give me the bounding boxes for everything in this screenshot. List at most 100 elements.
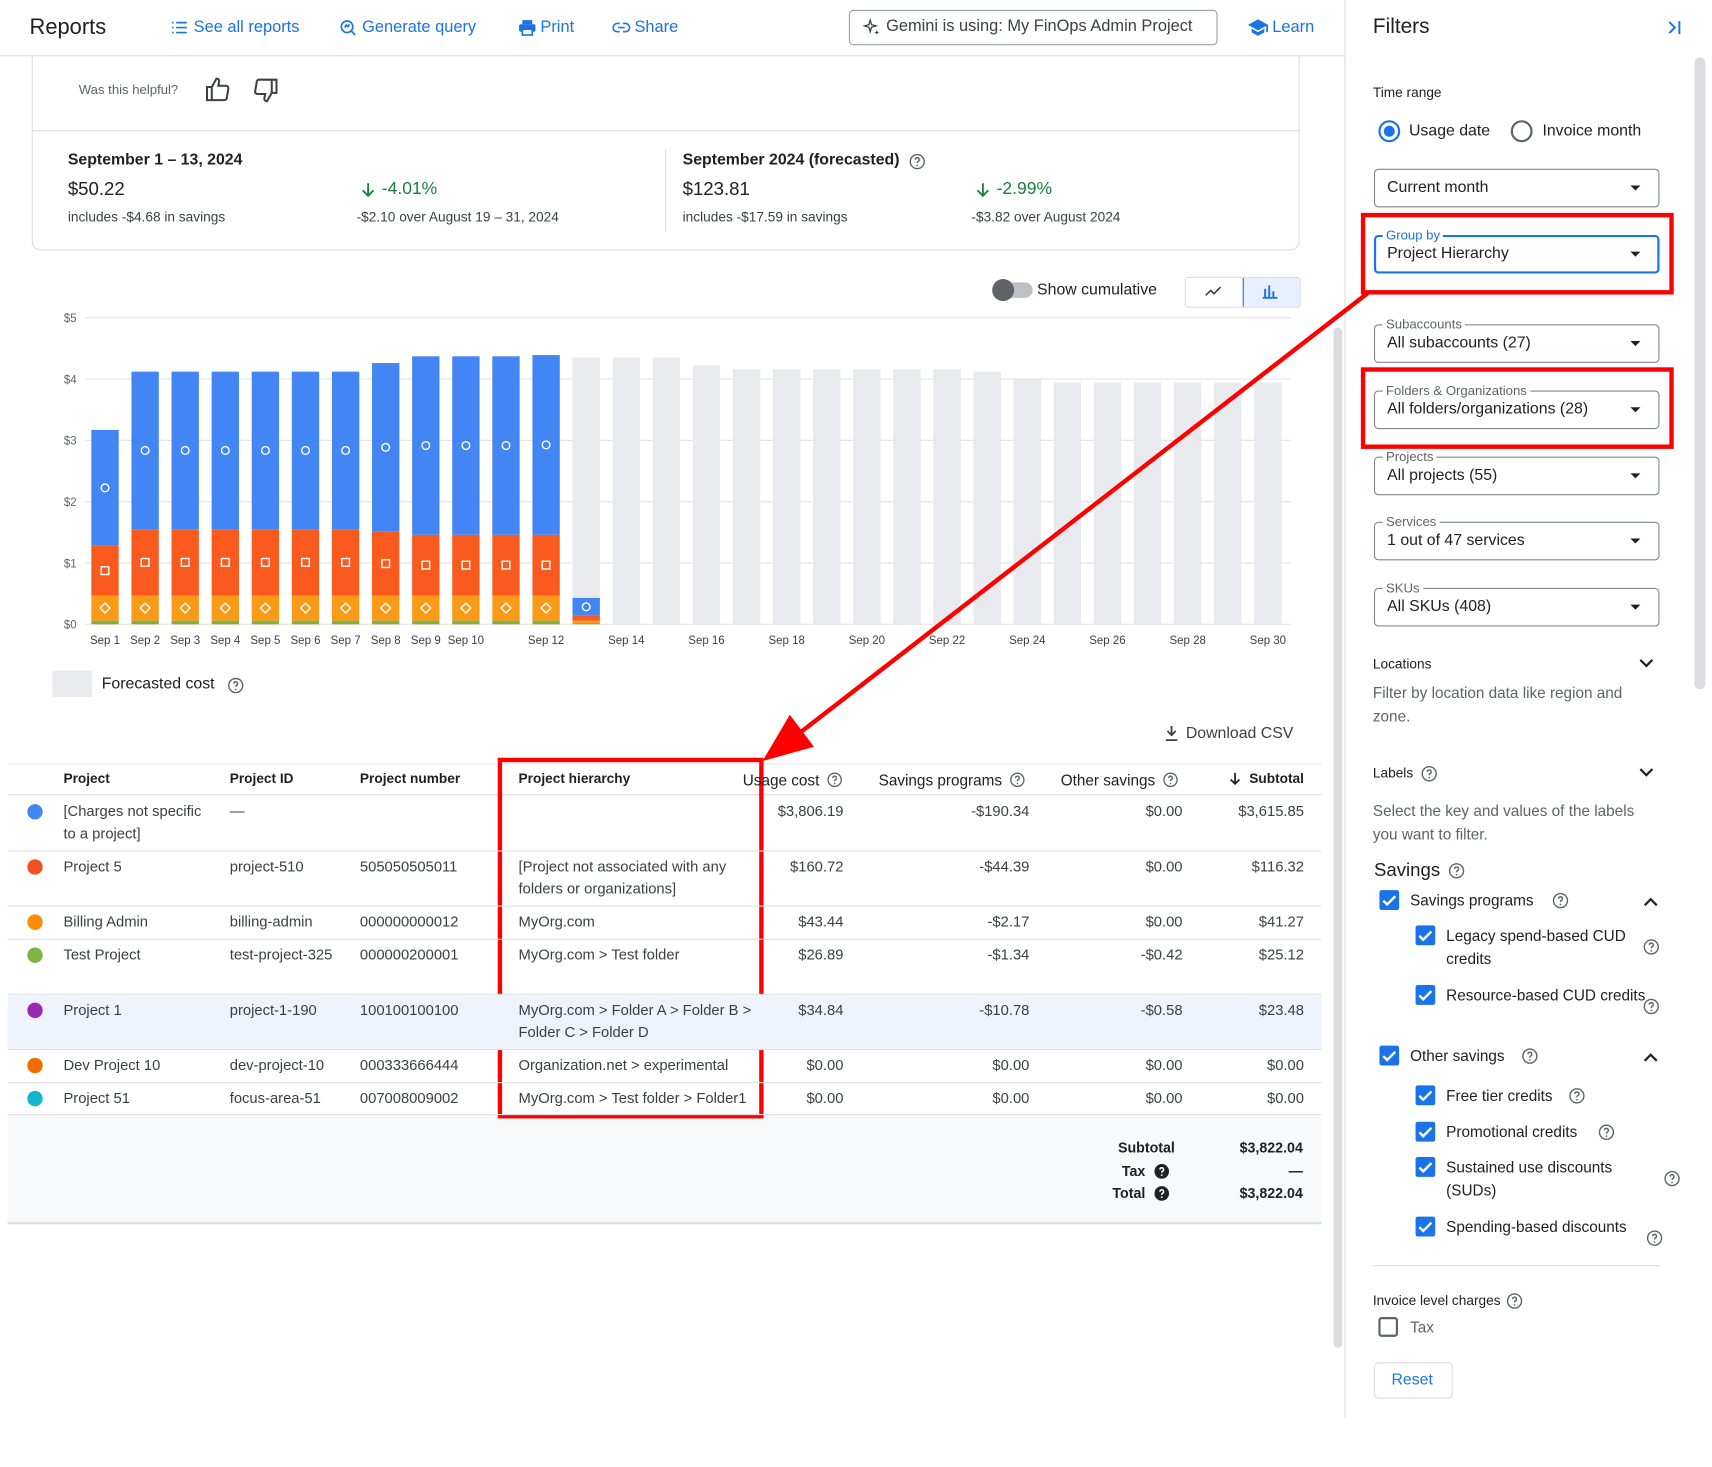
checkbox[interactable] xyxy=(1412,922,1438,948)
savings-item[interactable]: Legacy spend-based CUD credits xyxy=(1446,926,1626,968)
bar-view-icon[interactable] xyxy=(1260,281,1280,301)
reset-label[interactable]: Reset xyxy=(1391,1371,1433,1389)
checkbox[interactable] xyxy=(1376,887,1402,913)
sort-arrow[interactable] xyxy=(1226,770,1244,788)
column-help[interactable] xyxy=(1162,771,1180,789)
gemini-box[interactable] xyxy=(848,9,1218,46)
dropdown-arrow[interactable] xyxy=(1623,595,1647,619)
column-header[interactable]: Other savings xyxy=(1060,771,1156,789)
download-csv[interactable]: Download CSV xyxy=(1185,724,1294,743)
header-link[interactable]: Print xyxy=(540,17,575,37)
savings-group[interactable]: Savings programs xyxy=(1410,891,1534,909)
forecast-help[interactable] xyxy=(907,152,926,171)
labels-help[interactable] xyxy=(1419,764,1438,783)
savings-group-help-shape xyxy=(1526,1051,1532,1058)
bar-segment xyxy=(412,534,440,596)
thumbs-up[interactable] xyxy=(203,75,231,104)
header-link-icon[interactable] xyxy=(517,18,537,38)
dropdown-arrow[interactable] xyxy=(1623,528,1647,552)
collapse-chevron[interactable] xyxy=(1639,1046,1663,1070)
checkbox[interactable] xyxy=(1412,982,1438,1008)
dropdown-arrow[interactable] xyxy=(1623,331,1647,355)
column-help[interactable] xyxy=(1009,771,1027,789)
header-link-icon[interactable] xyxy=(338,18,358,38)
savings-item[interactable]: Free tier credits xyxy=(1446,1086,1553,1105)
column-header[interactable]: Project xyxy=(63,771,110,787)
header-link[interactable]: Generate query xyxy=(362,17,477,37)
dropdown-value[interactable]: Current month xyxy=(1387,178,1489,197)
dropdown[interactable] xyxy=(1373,168,1660,208)
savings-item[interactable]: Resource-based CUD credits xyxy=(1446,986,1646,1004)
collapse-panel[interactable] xyxy=(1664,17,1686,39)
expand-chevron[interactable] xyxy=(1634,651,1658,675)
invoice-help[interactable] xyxy=(1505,1291,1524,1310)
savings-group-help[interactable] xyxy=(1520,1046,1539,1065)
dropdown-value[interactable]: Project Hierarchy xyxy=(1387,244,1509,263)
header-link-icon[interactable] xyxy=(170,18,190,38)
bar-marker xyxy=(381,442,391,452)
dropdown-arrow[interactable] xyxy=(1623,397,1647,421)
learn-link[interactable]: Learn xyxy=(1272,17,1315,37)
item-help[interactable] xyxy=(1645,1228,1664,1247)
column-help[interactable] xyxy=(826,771,844,789)
thumbs-down[interactable] xyxy=(252,76,280,105)
dropdown[interactable] xyxy=(1373,521,1660,561)
item-help[interactable] xyxy=(1641,937,1660,956)
legend-help[interactable] xyxy=(226,676,245,695)
dropdown[interactable] xyxy=(1373,324,1660,363)
dropdown-value[interactable]: All projects (55) xyxy=(1387,466,1498,485)
checkbox[interactable] xyxy=(1375,1314,1401,1340)
checkbox[interactable] xyxy=(1412,1154,1438,1180)
gemini-context[interactable]: Gemini is using: My FinOps Admin Project xyxy=(886,16,1193,36)
expand-chevron[interactable] xyxy=(1634,760,1658,784)
header-link-icon[interactable] xyxy=(612,18,632,38)
checkbox[interactable] xyxy=(1412,1118,1438,1144)
cumulative-toggle-knob[interactable] xyxy=(992,279,1015,302)
bar-segment xyxy=(492,620,520,625)
dropdown[interactable] xyxy=(1373,587,1660,627)
item-help[interactable] xyxy=(1662,1169,1681,1188)
radio-label[interactable]: Usage date xyxy=(1408,122,1491,141)
checkbox[interactable] xyxy=(1412,1213,1438,1239)
savings-group[interactable]: Other savings xyxy=(1410,1046,1505,1065)
column-header[interactable]: Savings programs xyxy=(878,771,1003,789)
item-help[interactable] xyxy=(1567,1086,1586,1105)
reset-button[interactable] xyxy=(1373,1362,1453,1399)
column-header[interactable]: Subtotal xyxy=(1249,771,1304,787)
dropdown-value[interactable]: All folders/organizations (28) xyxy=(1387,400,1589,419)
checkbox[interactable] xyxy=(1376,1042,1402,1068)
radio-label[interactable]: Invoice month xyxy=(1542,122,1642,141)
item-help[interactable] xyxy=(1641,997,1660,1016)
savings-item[interactable]: Spending-based discounts xyxy=(1446,1217,1627,1236)
dropdown-value[interactable]: 1 out of 47 services xyxy=(1387,531,1525,550)
dropdown-value[interactable]: All subaccounts (27) xyxy=(1387,334,1531,352)
header-link[interactable]: Share xyxy=(634,17,679,37)
savings-help[interactable] xyxy=(1447,861,1466,880)
column-header[interactable]: Usage cost xyxy=(742,771,820,789)
checkbox-shape xyxy=(1415,984,1436,1005)
dropdown[interactable] xyxy=(1373,234,1660,274)
line-view-icon[interactable] xyxy=(1203,281,1223,301)
savings-group-help[interactable] xyxy=(1551,891,1570,910)
column-header[interactable]: Project number xyxy=(359,771,461,787)
item-help[interactable] xyxy=(1597,1122,1616,1141)
dropdown-value[interactable]: All SKUs (408) xyxy=(1387,597,1492,616)
footer-help[interactable] xyxy=(1153,1185,1171,1203)
column-header[interactable]: Project hierarchy xyxy=(518,771,631,787)
collapse-chevron[interactable] xyxy=(1639,890,1663,914)
dropdown-arrow[interactable] xyxy=(1623,242,1647,266)
radio-button[interactable] xyxy=(1376,118,1402,144)
dropdown[interactable] xyxy=(1373,456,1660,496)
footer-help[interactable] xyxy=(1153,1163,1171,1181)
column-header[interactable]: Project ID xyxy=(229,771,294,787)
checkbox[interactable] xyxy=(1412,1082,1438,1108)
radio-button[interactable] xyxy=(1509,118,1535,144)
download-icon[interactable] xyxy=(1162,724,1182,744)
learn-icon[interactable] xyxy=(1247,17,1269,39)
dropdown-arrow[interactable] xyxy=(1623,175,1647,199)
invoice-item[interactable]: Tax xyxy=(1410,1318,1434,1336)
savings-item[interactable]: Sustained use discounts (SUDs) xyxy=(1446,1158,1613,1199)
dropdown-arrow[interactable] xyxy=(1623,463,1647,487)
header-link[interactable]: See all reports xyxy=(193,17,300,37)
savings-item[interactable]: Promotional credits xyxy=(1446,1122,1578,1141)
